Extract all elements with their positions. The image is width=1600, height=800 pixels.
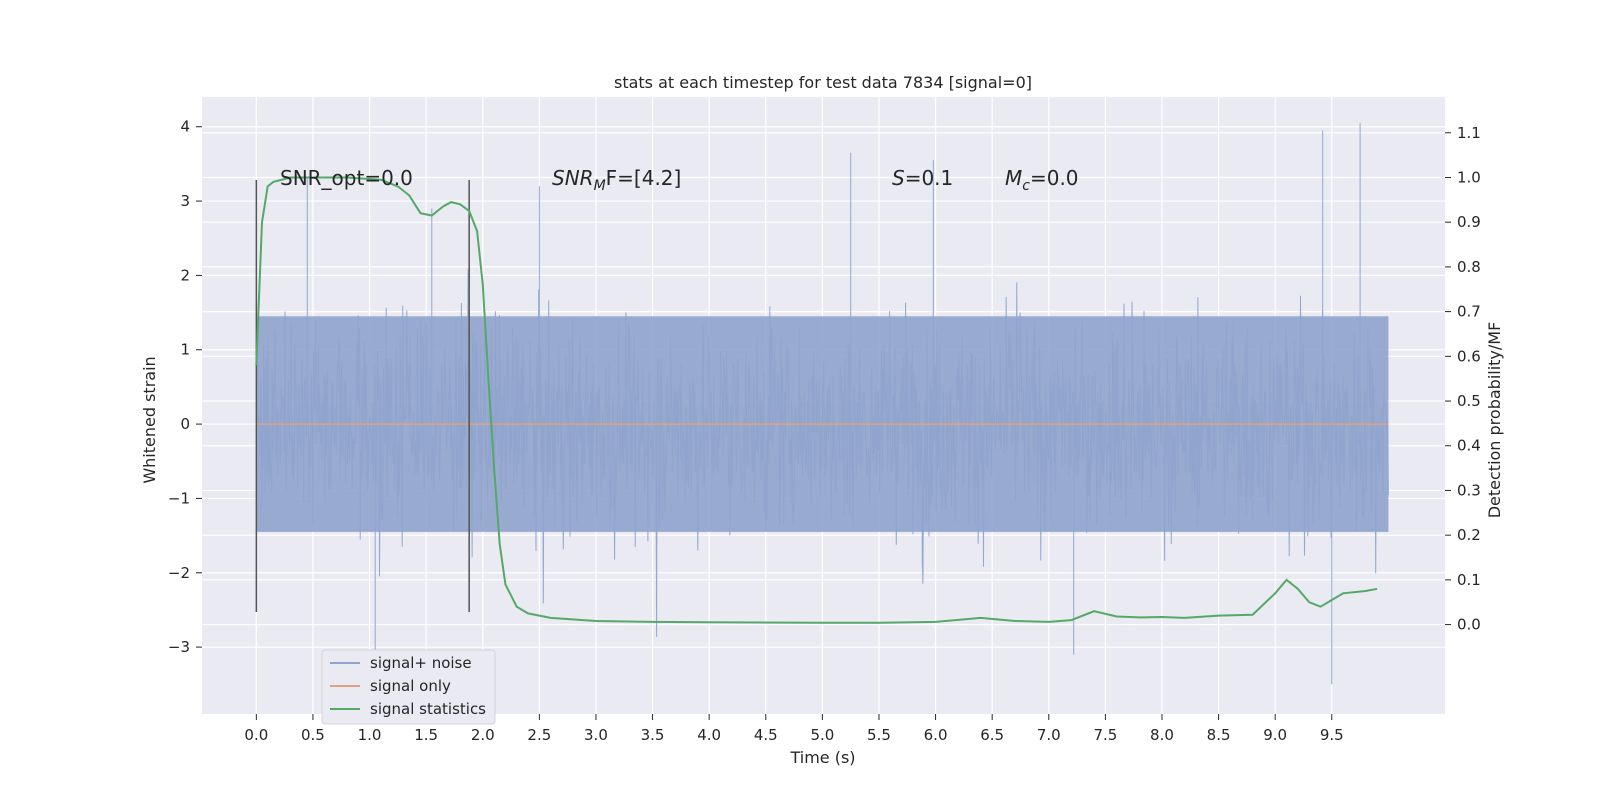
x-tick-label: 8.5 — [1207, 726, 1231, 744]
annotation-snr-mf-sub: M — [594, 178, 606, 194]
annotation-s-value: =0.1 — [905, 166, 954, 190]
y-right-tick-label: 1.0 — [1457, 168, 1481, 186]
x-tick-label: 2.5 — [527, 726, 551, 744]
x-tick-label: 4.5 — [754, 726, 778, 744]
y-tick-label: −3 — [168, 638, 190, 656]
annotation-mc: Mc=0.0 — [1005, 166, 1079, 194]
x-tick-label: 3.0 — [584, 726, 608, 744]
y-right-tick-label: 0.2 — [1457, 526, 1481, 544]
legend-label-signal-only: signal only — [370, 677, 451, 695]
x-tick-label: 9.0 — [1263, 726, 1287, 744]
annotation-s: S=0.1 — [892, 166, 953, 190]
y-axis-right-label: Detection probability/MF — [1485, 322, 1504, 519]
y-axis-label: Whitened strain — [140, 356, 159, 483]
x-tick-label: 7.0 — [1037, 726, 1061, 744]
y-right-tick-label: 0.8 — [1457, 258, 1481, 276]
ticks-layer: 0.0 0.5 1.0 1.5 2.0 2.5 3.0 3.5 4.0 4.5 5.0 5.5 6.0 6… — [168, 118, 1481, 744]
x-tick-label: 9.5 — [1320, 726, 1344, 744]
legend: signal+ noise signal only signal statist… — [321, 649, 496, 725]
legend-box — [321, 649, 496, 725]
x-tick-label: 5.0 — [810, 726, 834, 744]
x-tick-label: 4.0 — [697, 726, 721, 744]
y-right-tick-label: 0.9 — [1457, 213, 1481, 231]
marks-layer — [255, 176, 1389, 624]
y-tick-label: 1 — [180, 341, 190, 359]
y-right-tick-label: 0.6 — [1457, 347, 1481, 365]
x-tick-label: 6.5 — [980, 726, 1004, 744]
chart-title: stats at each timestep for test data 783… — [614, 73, 1032, 92]
y-tick-label: 4 — [180, 118, 190, 136]
y-right-tick-label: 0.5 — [1457, 392, 1481, 410]
x-tick-label: 6.0 — [924, 726, 948, 744]
x-tick-label: 0.0 — [244, 726, 268, 744]
annotation-snr-mf: SNRMF=[4.2] — [552, 166, 681, 194]
y-right-tick-label: 0.3 — [1457, 481, 1481, 499]
signal-statistics-line — [255, 176, 1378, 624]
y-right-tick-label: 0.7 — [1457, 303, 1481, 321]
legend-label-signal-noise: signal+ noise — [370, 654, 472, 672]
y-right-tick-label: 0.0 — [1457, 616, 1481, 634]
x-tick-label: 3.5 — [641, 726, 665, 744]
annotation-snr-mf-suffix: F=[4.2] — [606, 166, 682, 190]
annotation-snr-opt: SNR_opt=0.0 — [280, 166, 413, 190]
legend-label-signal-statistics: signal statistics — [370, 700, 486, 718]
y-tick-label: −1 — [168, 489, 190, 507]
x-tick-label: 1.0 — [358, 726, 382, 744]
y-tick-label: 2 — [180, 266, 190, 284]
y-tick-label: 0 — [180, 415, 190, 433]
x-tick-label: 8.0 — [1150, 726, 1174, 744]
annotation-snr-mf-prefix: SNR — [552, 166, 594, 190]
y-right-tick-label: 1.1 — [1457, 124, 1481, 142]
x-tick-label: 2.0 — [471, 726, 495, 744]
annotation-mc-var: M — [1005, 166, 1022, 190]
annotation-mc-sub: c — [1022, 178, 1030, 194]
y-right-tick-label: 0.1 — [1457, 571, 1481, 589]
x-tick-label: 7.5 — [1093, 726, 1117, 744]
x-tick-label: 0.5 — [301, 726, 325, 744]
x-tick-label: 1.5 — [414, 726, 438, 744]
x-tick-label: 5.5 — [867, 726, 891, 744]
y-tick-label: −2 — [168, 564, 190, 582]
annotation-s-var: S — [892, 166, 905, 190]
x-axis-label: Time (s) — [789, 748, 855, 767]
y-right-tick-label: 0.4 — [1457, 437, 1481, 455]
y-tick-label: 3 — [180, 192, 190, 210]
annotation-mc-value: =0.0 — [1030, 166, 1079, 190]
